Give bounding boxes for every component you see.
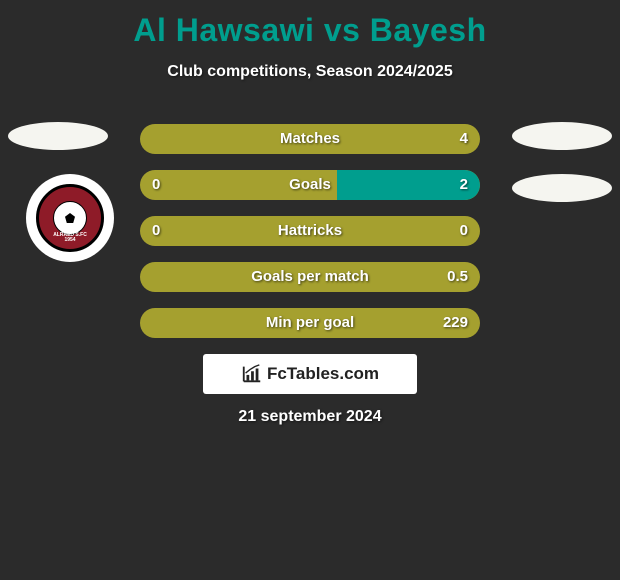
stat-label: Hattricks xyxy=(140,216,480,246)
bar-chart-icon xyxy=(241,363,263,385)
player-right-placeholder-2 xyxy=(512,174,612,202)
stat-value-right: 229 xyxy=(443,308,468,338)
team-logo: ALRAED S.FC 1954 xyxy=(26,174,114,262)
branding-box[interactable]: FcTables.com xyxy=(203,354,417,394)
team-year-label: 1954 xyxy=(64,237,75,243)
stat-row: 0Goals2 xyxy=(140,170,480,200)
stat-label: Min per goal xyxy=(140,308,480,338)
player-right-placeholder-1 xyxy=(512,122,612,150)
player-left-placeholder xyxy=(8,122,108,150)
stat-row: Matches4 xyxy=(140,124,480,154)
date-label: 21 september 2024 xyxy=(0,408,620,426)
stat-row: Min per goal229 xyxy=(140,308,480,338)
stat-row: 0Hattricks0 xyxy=(140,216,480,246)
stat-value-right: 2 xyxy=(460,170,468,200)
stat-value-right: 0 xyxy=(460,216,468,246)
stat-value-right: 4 xyxy=(460,124,468,154)
subtitle: Club competitions, Season 2024/2025 xyxy=(0,63,620,81)
stat-value-right: 0.5 xyxy=(447,262,468,292)
stat-label: Goals per match xyxy=(140,262,480,292)
stat-label: Matches xyxy=(140,124,480,154)
stat-row: Goals per match0.5 xyxy=(140,262,480,292)
stats-container: Matches40Goals20Hattricks0Goals per matc… xyxy=(140,124,480,354)
page-title: Al Hawsawi vs Bayesh xyxy=(0,0,620,49)
soccer-ball-icon xyxy=(53,201,87,235)
stat-label: Goals xyxy=(140,170,480,200)
branding-text: FcTables.com xyxy=(267,364,379,384)
team-logo-shield: ALRAED S.FC 1954 xyxy=(36,184,104,252)
team-logo-text: ALRAED S.FC 1954 xyxy=(39,233,101,243)
